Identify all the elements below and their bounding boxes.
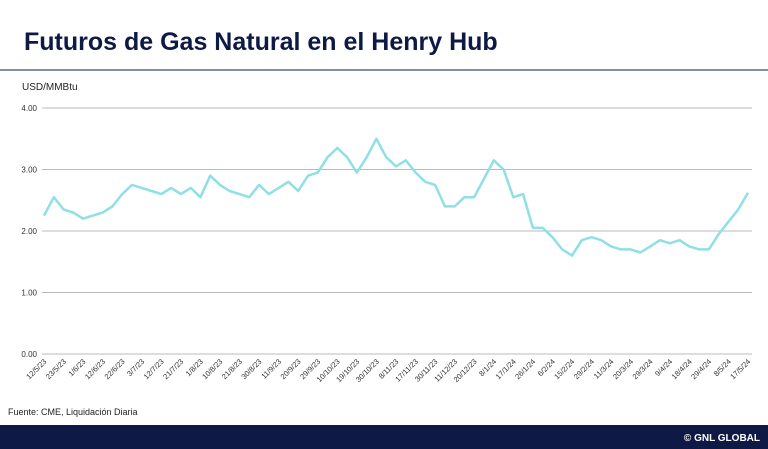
x-tick-label: 20/3/24 [611,357,635,381]
x-tick-label: 20/9/23 [279,357,303,381]
x-tick-label: 18/4/24 [670,357,694,381]
y-tick-label: 1.00 [21,289,37,298]
y-axis-label: USD/MMBtu [22,82,78,93]
x-tick-label: 12/5/23 [24,357,48,381]
x-tick-label: 29/4/24 [689,357,713,381]
x-tick-label: 26/1/24 [513,357,537,381]
x-tick-label: 22/6/23 [103,357,127,381]
x-tick-label: 17/5/24 [728,357,752,381]
y-tick-label: 3.00 [21,166,37,175]
x-tick-label: 23/5/23 [44,357,68,381]
source-note: Fuente: CME, Liquidación Diaria [8,407,138,417]
y-tick-label: 2.00 [21,227,37,236]
price-line [42,137,750,257]
x-tick-label: 10/8/23 [200,357,224,381]
copyright: © GNL GLOBAL [684,433,760,444]
x-tick-label: 21/7/23 [161,357,185,381]
y-tick-label: 4.00 [21,104,37,113]
y-tick-label: 0.00 [21,350,37,359]
x-tick-label: 12/6/23 [83,357,107,381]
x-tick-label: 11/3/24 [592,357,616,381]
x-tick-label: 29/3/24 [631,357,655,381]
x-tick-label: 21/8/23 [220,357,244,381]
x-tick-label: 15/2/24 [552,357,576,381]
footer-bar [0,425,768,449]
x-tick-label: 12/7/23 [142,357,166,381]
x-tick-label: 11/9/23 [259,357,283,381]
x-tick-label: 30/8/23 [239,357,263,381]
x-tick-label: 17/1/24 [494,357,518,381]
chart-title: Futuros de Gas Natural en el Henry Hub [24,28,498,56]
x-tick-label: 29/2/24 [572,357,596,381]
